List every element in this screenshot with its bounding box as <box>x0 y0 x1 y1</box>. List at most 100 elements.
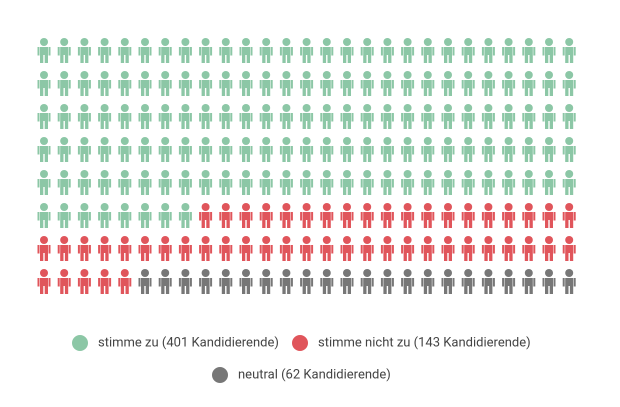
person-body <box>340 146 354 162</box>
person-body <box>320 47 334 63</box>
person-body <box>380 146 394 162</box>
person-icon <box>219 104 233 129</box>
person-head <box>141 38 149 46</box>
person-body <box>441 278 455 294</box>
person-head <box>60 170 69 178</box>
person-icon <box>178 170 192 195</box>
person-icon <box>279 38 293 63</box>
person-icon <box>219 203 233 228</box>
person-body <box>320 146 334 162</box>
person-body <box>300 113 314 129</box>
person-head <box>363 170 372 178</box>
person-icon <box>118 137 132 162</box>
person-head <box>464 137 473 145</box>
person-head <box>383 104 392 112</box>
person-body <box>118 80 132 96</box>
person-body <box>502 113 516 129</box>
person-head <box>80 71 89 79</box>
person-icon <box>199 137 213 162</box>
person-head <box>343 71 351 79</box>
person-icon <box>502 236 516 261</box>
person-body <box>421 212 435 228</box>
person-body <box>279 146 293 162</box>
person-icon <box>279 71 293 96</box>
person-head <box>464 203 473 211</box>
person-body <box>340 212 354 228</box>
person-icon <box>118 104 132 129</box>
person-icon <box>461 104 475 129</box>
person-body <box>300 212 314 228</box>
person-body <box>360 113 374 129</box>
person-body <box>441 212 455 228</box>
person-head <box>100 170 109 178</box>
person-body <box>320 80 334 96</box>
person-body <box>199 179 213 195</box>
person-icon <box>380 104 394 129</box>
person-icon <box>259 236 273 261</box>
person-icon <box>77 269 91 294</box>
person-head <box>565 137 574 145</box>
person-icon <box>239 104 253 129</box>
person-head <box>201 38 210 46</box>
person-body <box>441 245 455 261</box>
person-head <box>444 170 452 178</box>
person-head <box>242 137 250 145</box>
person-icon <box>421 203 435 228</box>
person-icon <box>320 269 334 294</box>
person-body <box>279 278 293 294</box>
person-body <box>360 179 374 195</box>
person-body <box>77 179 91 195</box>
person-icon <box>340 203 354 228</box>
person-head <box>423 137 432 145</box>
person-body <box>98 212 112 228</box>
person-head <box>60 137 69 145</box>
person-icon <box>360 269 374 294</box>
person-body <box>401 278 415 294</box>
person-icon <box>522 38 536 63</box>
person-body <box>542 47 556 63</box>
person-body <box>37 113 51 129</box>
person-body <box>380 113 394 129</box>
person-body <box>57 245 71 261</box>
person-body <box>259 179 273 195</box>
person-icon <box>158 137 172 162</box>
person-head <box>383 137 392 145</box>
person-head <box>141 170 149 178</box>
person-body <box>522 80 536 96</box>
person-head <box>60 71 69 79</box>
person-icon <box>562 170 576 195</box>
person-icon <box>300 38 314 63</box>
person-icon <box>441 203 455 228</box>
person-head <box>302 269 311 277</box>
person-icon <box>401 38 415 63</box>
person-icon <box>300 170 314 195</box>
person-icon <box>481 104 495 129</box>
person-head <box>322 137 331 145</box>
person-head <box>322 170 331 178</box>
person-icon <box>57 104 71 129</box>
person-icon <box>502 269 516 294</box>
person-body <box>178 146 192 162</box>
person-head <box>141 236 149 244</box>
person-body <box>481 278 495 294</box>
person-icon <box>37 104 51 129</box>
person-icon <box>481 170 495 195</box>
person-body <box>320 179 334 195</box>
person-icon <box>542 104 556 129</box>
person-body <box>118 245 132 261</box>
person-body <box>461 113 475 129</box>
person-icon <box>421 269 435 294</box>
person-head <box>302 38 311 46</box>
person-icon <box>98 236 112 261</box>
person-body <box>542 113 556 129</box>
person-body <box>360 212 374 228</box>
person-icon <box>340 170 354 195</box>
person-icon <box>37 38 51 63</box>
person-icon <box>239 71 253 96</box>
person-icon <box>522 71 536 96</box>
person-head <box>302 170 311 178</box>
person-body <box>502 146 516 162</box>
person-head <box>464 38 473 46</box>
person-icon <box>239 269 253 294</box>
person-body <box>199 245 213 261</box>
